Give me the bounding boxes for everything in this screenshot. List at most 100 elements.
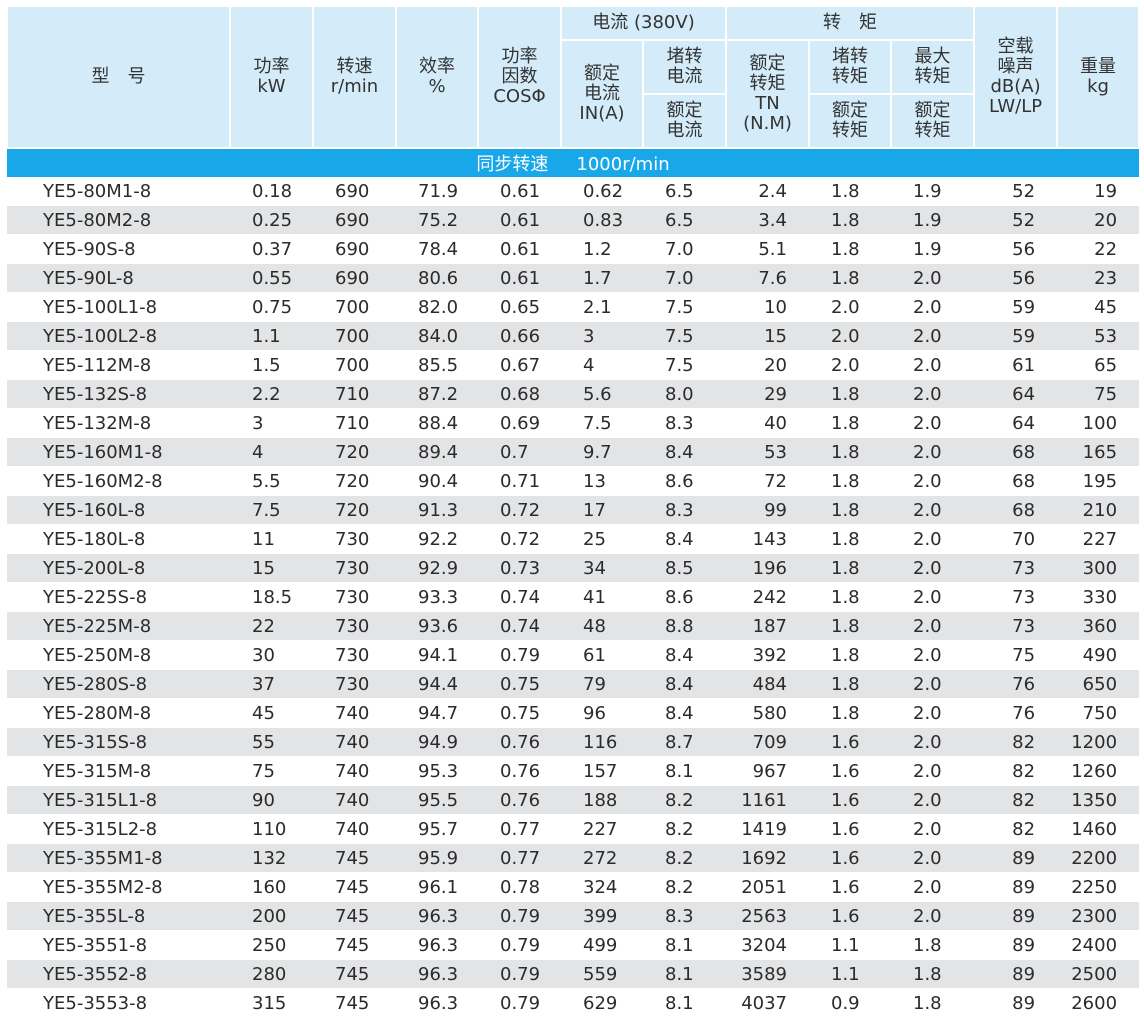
cell-rated-current: 34	[561, 553, 643, 583]
cell-efficiency: 94.4	[396, 669, 478, 699]
cell-noise: 73	[974, 611, 1058, 641]
table-header: 型 号 功率 kW 转速 r/min 效率% 功率 因数 COSΦ 电流 (380V) …	[6, 5, 1141, 149]
cell-model: YE5-315L2-8	[7, 814, 230, 844]
header-line: 额定	[666, 100, 703, 121]
table-row: YE5-132S-8 2.2 710 87.2 0.68 5.6 8.0 29 1.8 2.0 64…	[7, 379, 1140, 409]
cell-rated-torque: 3589	[726, 959, 809, 989]
table-row: YE5-3553-8 315 745 96.3 0.79 629 8.1 4037 0.9 1.8…	[7, 988, 1140, 1018]
cell-weight: 750	[1057, 698, 1140, 728]
cell-noise: 56	[974, 263, 1058, 293]
cell-efficiency: 88.4	[396, 408, 478, 438]
cell-rated-current: 116	[561, 727, 643, 757]
cell-weight: 1260	[1057, 756, 1140, 786]
motor-spec-table: 型 号 功率 kW 转速 r/min 效率% 功率 因数 COSΦ 电流 (380V) …	[6, 5, 1141, 1018]
cell-speed: 745	[313, 843, 396, 873]
header-torque-group: 转 矩	[724, 5, 976, 41]
cell-model: YE5-315S-8	[7, 727, 230, 757]
cell-speed: 730	[313, 669, 396, 699]
header-line: 额定	[584, 63, 620, 84]
table-row: YE5-315M-8 75 740 95.3 0.76 157 8.1 967 1.6 2.0 82…	[7, 756, 1140, 786]
cell-noise: 89	[974, 959, 1058, 989]
cell-rated-current: 7.5	[561, 408, 643, 438]
cell-locked-current-ratio: 7.0	[643, 234, 726, 264]
cell-max-torque-ratio: 1.8	[891, 930, 975, 960]
cell-locked-current-ratio: 6.5	[643, 177, 726, 206]
cell-noise: 56	[974, 234, 1058, 264]
cell-efficiency: 94.7	[396, 698, 478, 728]
cell-model: YE5-132S-8	[7, 379, 230, 409]
header-line: r/min	[330, 76, 379, 97]
header-line: %	[428, 76, 446, 97]
cell-locked-torque-ratio: 1.8	[809, 669, 891, 699]
cell-locked-current-ratio: 8.3	[643, 495, 726, 525]
cell-model: YE5-250M-8	[7, 640, 230, 670]
cell-model: YE5-280S-8	[7, 669, 230, 699]
cell-max-torque-ratio: 2.0	[891, 263, 975, 293]
cell-model: YE5-132M-8	[7, 408, 230, 438]
header-noise: 空载 噪声 dB(A) LW/LP	[973, 5, 1059, 149]
cell-speed: 730	[313, 553, 396, 583]
cell-power-factor: 0.65	[478, 292, 561, 322]
table-row: YE5-3551-8 250 745 96.3 0.79 499 8.1 3204 1.1 1.8…	[7, 930, 1140, 960]
cell-power: 0.75	[230, 292, 313, 322]
cell-rated-current: 4	[561, 350, 643, 380]
sync-speed-band: 同步转速 1000r/min	[7, 148, 1140, 177]
cell-efficiency: 95.5	[396, 785, 478, 815]
cell-efficiency: 95.3	[396, 756, 478, 786]
cell-model: YE5-90S-8	[7, 234, 230, 264]
cell-rated-current: 324	[561, 872, 643, 902]
cell-locked-current-ratio: 8.4	[643, 669, 726, 699]
cell-power: 0.37	[230, 234, 313, 264]
cell-locked-current-ratio: 8.1	[643, 959, 726, 989]
header-line: 重量	[1080, 56, 1117, 77]
cell-locked-current-ratio: 8.6	[643, 582, 726, 612]
header-locked-current-bottom: 额定 电流	[642, 93, 727, 149]
cell-speed: 690	[313, 205, 396, 235]
cell-weight: 2250	[1057, 872, 1140, 902]
cell-model: YE5-200L-8	[7, 553, 230, 583]
cell-rated-current: 79	[561, 669, 643, 699]
cell-rated-torque: 196	[726, 553, 809, 583]
cell-weight: 1350	[1057, 785, 1140, 815]
cell-locked-current-ratio: 8.7	[643, 727, 726, 757]
cell-max-torque-ratio: 2.0	[891, 350, 975, 380]
cell-locked-torque-ratio: 1.8	[809, 466, 891, 496]
cell-power-factor: 0.74	[478, 611, 561, 641]
cell-max-torque-ratio: 2.0	[891, 437, 975, 467]
table-row: YE5-200L-8 15 730 92.9 0.73 34 8.5 196 1.8 2.0 73 3…	[7, 553, 1140, 583]
cell-weight: 23	[1057, 263, 1140, 293]
cell-locked-current-ratio: 8.8	[643, 611, 726, 641]
cell-rated-current: 1.2	[561, 234, 643, 264]
cell-speed: 700	[313, 292, 396, 322]
cell-locked-current-ratio: 8.2	[643, 843, 726, 873]
table-row: YE5-3552-8 280 745 96.3 0.79 559 8.1 3589 1.1 1.8…	[7, 959, 1140, 989]
cell-power: 110	[230, 814, 313, 844]
cell-power-factor: 0.66	[478, 321, 561, 351]
cell-power-factor: 0.79	[478, 988, 561, 1018]
cell-locked-torque-ratio: 1.6	[809, 872, 891, 902]
cell-model: YE5-100L1-8	[7, 292, 230, 322]
cell-noise: 68	[974, 495, 1058, 525]
cell-weight: 22	[1057, 234, 1140, 264]
cell-weight: 300	[1057, 553, 1140, 583]
cell-power-factor: 0.67	[478, 350, 561, 380]
cell-efficiency: 89.4	[396, 437, 478, 467]
cell-noise: 59	[974, 321, 1058, 351]
cell-rated-torque: 392	[726, 640, 809, 670]
cell-efficiency: 78.4	[396, 234, 478, 264]
cell-noise: 73	[974, 582, 1058, 612]
header-line: TN	[755, 93, 780, 114]
cell-noise: 64	[974, 408, 1058, 438]
cell-speed: 740	[313, 727, 396, 757]
cell-locked-current-ratio: 8.4	[643, 437, 726, 467]
cell-locked-torque-ratio: 1.6	[809, 814, 891, 844]
cell-noise: 89	[974, 988, 1058, 1018]
cell-weight: 227	[1057, 524, 1140, 554]
cell-speed: 730	[313, 524, 396, 554]
header-current-group: 电流 (380V)	[560, 5, 727, 41]
cell-noise: 89	[974, 872, 1058, 902]
table-row: YE5-280S-8 37 730 94.4 0.75 79 8.4 484 1.8 2.0 76 6…	[7, 669, 1140, 699]
cell-locked-current-ratio: 7.5	[643, 350, 726, 380]
cell-speed: 745	[313, 901, 396, 931]
cell-power: 11	[230, 524, 313, 554]
